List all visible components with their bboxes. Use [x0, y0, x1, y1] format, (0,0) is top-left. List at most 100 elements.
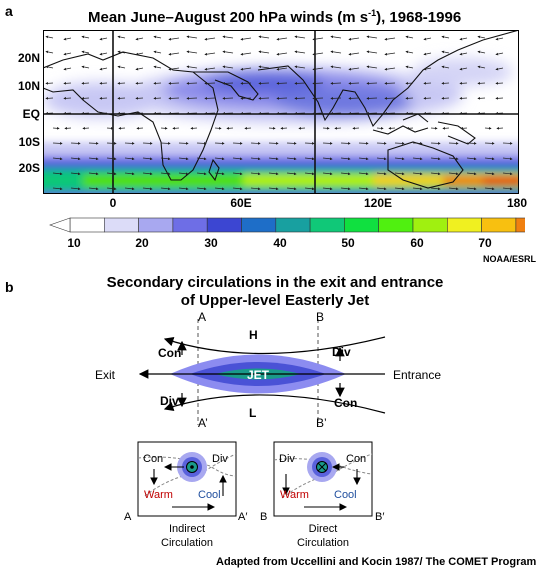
wind-vector — [459, 37, 468, 41]
wind-vector — [63, 67, 72, 71]
wind-vector — [304, 172, 315, 176]
colorbar-cell — [309, 217, 345, 233]
wind-vector — [441, 81, 450, 85]
wind-vector — [222, 111, 234, 115]
wind-vector — [153, 65, 162, 69]
wind-vector — [459, 81, 468, 85]
colorbar-cell — [103, 217, 139, 233]
lon-label-120e: 120E — [363, 196, 393, 210]
wind-vector — [268, 187, 279, 191]
wind-vector — [358, 187, 369, 191]
wind-vector — [286, 157, 297, 161]
wind-vector — [258, 96, 270, 100]
wind-vector — [466, 157, 477, 161]
wind-vector — [117, 81, 126, 85]
wind-vector — [384, 96, 396, 100]
indirect-cool: Cool — [198, 489, 221, 501]
wind-vector — [204, 96, 216, 100]
wind-vector — [250, 187, 261, 191]
wind-vector — [70, 141, 81, 145]
wind-vector — [186, 35, 198, 39]
wind-vector — [268, 126, 276, 130]
wind-vector — [477, 96, 486, 100]
wind-vector — [340, 187, 351, 191]
wind-vector — [276, 111, 288, 115]
wind-vector — [348, 52, 360, 56]
wind-vector — [153, 96, 162, 100]
wind-vector — [322, 126, 330, 130]
direct-caption-1: Direct — [309, 523, 338, 535]
wind-vector — [298, 126, 306, 130]
wind-vector — [376, 157, 387, 161]
indirect-con: Con — [143, 453, 163, 465]
wind-vector — [124, 157, 135, 161]
label-div-right: Div — [332, 345, 351, 359]
wind-vector — [484, 157, 495, 161]
wind-vector — [135, 96, 144, 100]
wind-vector — [484, 126, 492, 130]
wind-vector — [196, 187, 207, 191]
wind-vector — [117, 96, 126, 100]
wind-vector — [142, 187, 153, 191]
indirect-div: Div — [212, 453, 228, 465]
wind-vector — [495, 52, 504, 56]
wind-vector — [459, 111, 468, 115]
wind-vector — [117, 35, 126, 39]
wind-vector — [88, 172, 99, 176]
upper-streamline — [163, 336, 386, 355]
colorbar — [49, 217, 525, 233]
wind-vector — [358, 141, 369, 145]
wind-vector — [276, 37, 288, 41]
wind-vector — [70, 157, 81, 161]
wind-vector — [99, 52, 108, 56]
wind-vector — [322, 187, 333, 191]
wind-vector — [348, 67, 360, 71]
wind-vector — [294, 65, 306, 69]
wind-vector — [52, 126, 60, 130]
wind-vector — [294, 50, 306, 54]
wind-vector — [348, 96, 360, 100]
lon-label-0: 0 — [109, 196, 117, 210]
lon-label-180: 180 — [506, 196, 528, 210]
wind-vector — [168, 52, 180, 56]
wind-vector — [496, 126, 504, 130]
wind-vector — [240, 96, 252, 100]
indirect-caption-1: Indirect — [169, 523, 205, 535]
wind-vector — [99, 81, 108, 85]
wind-vector — [106, 157, 117, 161]
wind-vector — [423, 81, 432, 85]
label-a-prime: A’ — [198, 416, 208, 430]
wind-vectors — [45, 35, 513, 191]
wind-vector — [441, 50, 450, 54]
wind-vector — [81, 35, 90, 39]
wind-vector — [441, 65, 450, 69]
wind-vector — [106, 172, 117, 176]
wind-vector — [99, 111, 108, 115]
wind-vector — [330, 81, 342, 85]
wind-vector — [340, 141, 351, 145]
colorbar-cell — [515, 217, 525, 233]
wind-vector — [99, 96, 108, 100]
wind-vector — [394, 141, 405, 145]
wind-vector — [196, 172, 207, 176]
wind-vector — [106, 141, 117, 145]
wind-vector — [412, 141, 423, 145]
wind-vector — [394, 172, 405, 176]
indirect-warm: Warm — [144, 489, 173, 501]
noaa-credit: NOAA/ESRL — [483, 254, 537, 264]
label-div-left: Div — [160, 394, 179, 408]
wind-vector — [405, 96, 414, 100]
wind-vector — [240, 37, 252, 41]
wind-vector — [448, 187, 459, 191]
indirect-right-label: A′ — [238, 511, 247, 523]
wind-vector — [276, 67, 288, 71]
wind-vector — [214, 126, 222, 130]
wind-vector — [394, 187, 405, 191]
wind-vector — [394, 157, 405, 161]
wind-vector — [459, 96, 468, 100]
wind-vector — [322, 172, 333, 176]
lat-label-20n: 20N — [17, 51, 40, 65]
panel-a-title: Mean June–August 200 hPa winds (m s-1), … — [88, 8, 462, 26]
wind-vector — [190, 126, 198, 130]
wind-vector — [441, 96, 450, 100]
